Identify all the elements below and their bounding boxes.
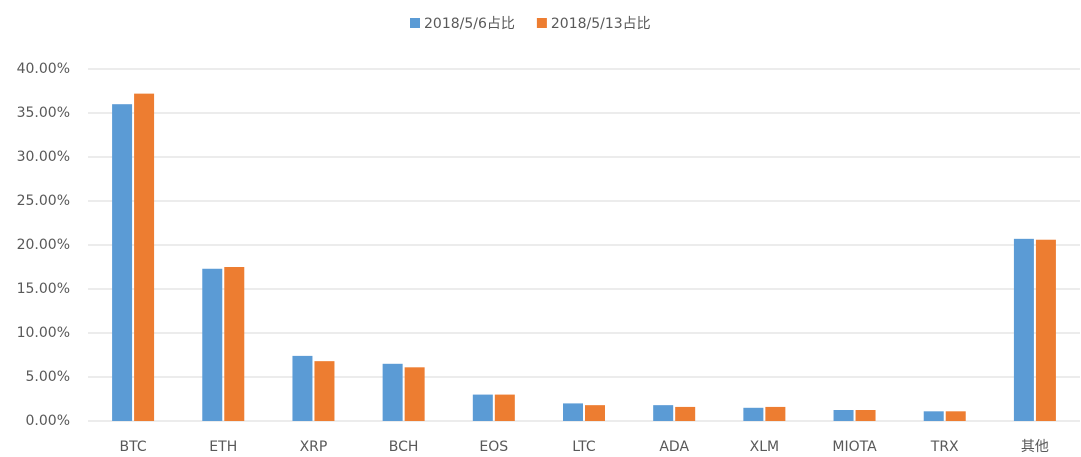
bar — [833, 410, 854, 421]
x-tick-label: EOS — [479, 439, 508, 455]
y-tick-label: 15.00% — [17, 281, 70, 297]
bar — [923, 411, 944, 421]
y-tick-label: 10.00% — [17, 325, 70, 341]
bar — [382, 363, 403, 421]
y-tick-label: 25.00% — [17, 193, 70, 209]
bar — [134, 93, 155, 421]
bar — [1013, 238, 1034, 421]
x-tick-label: ETH — [209, 439, 237, 455]
bar — [1035, 239, 1056, 421]
x-tick-label: BTC — [120, 439, 147, 455]
bar — [202, 268, 223, 421]
bar — [855, 410, 876, 421]
legend-swatch — [536, 18, 547, 28]
bar — [404, 367, 425, 421]
x-tick-label: XLM — [750, 439, 779, 455]
bar — [765, 406, 786, 421]
bar — [653, 405, 674, 421]
y-tick-label: 30.00% — [17, 149, 70, 165]
bar — [292, 355, 313, 421]
legend-label: 2018/5/6占比 — [424, 16, 515, 32]
legend-label: 2018/5/13占比 — [551, 16, 651, 32]
bar — [472, 394, 493, 421]
y-tick-label: 40.00% — [17, 61, 70, 77]
x-tick-label: ADA — [659, 439, 689, 455]
y-tick-label: 5.00% — [26, 369, 70, 385]
x-tick-label: BCH — [389, 439, 419, 455]
x-tick-label: 其他 — [1021, 439, 1049, 455]
x-tick-label: XRP — [300, 439, 328, 455]
bar — [494, 394, 515, 421]
bar — [224, 267, 245, 421]
legend-swatch — [410, 18, 420, 28]
bar — [563, 403, 583, 421]
x-tick-label: MIOTA — [832, 439, 877, 455]
bar — [112, 104, 133, 421]
x-tick-label: TRX — [930, 439, 959, 455]
y-tick-label: 20.00% — [17, 237, 70, 253]
x-tick-label: LTC — [572, 439, 596, 455]
bar — [675, 406, 696, 421]
y-tick-label: 0.00% — [26, 413, 70, 429]
y-tick-label: 35.00% — [17, 105, 70, 121]
bar — [314, 361, 335, 421]
bar — [945, 411, 966, 421]
bar — [585, 405, 605, 421]
bar — [743, 407, 764, 421]
